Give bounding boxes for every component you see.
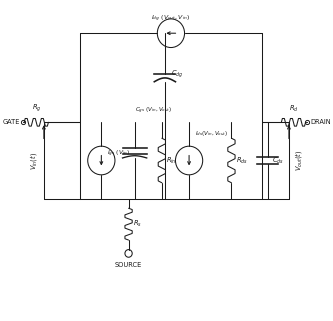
Text: GATE: GATE xyxy=(2,119,20,125)
Text: $C_{gs}\ (V_{in}, V_{out})$: $C_{gs}\ (V_{in}, V_{out})$ xyxy=(135,106,172,116)
Text: $I_{dg}\ (V_{out}, V_{in})$: $I_{dg}\ (V_{out}, V_{in})$ xyxy=(152,13,190,24)
Text: $R_s$: $R_s$ xyxy=(133,219,142,229)
Text: $C_{dg}$: $C_{dg}$ xyxy=(171,69,183,80)
Text: $C_{ds}$: $C_{ds}$ xyxy=(272,155,284,166)
Text: $I_{ds}(V_{in}, V_{out})$: $I_{ds}(V_{in}, V_{out})$ xyxy=(195,129,228,138)
Text: DRAIN: DRAIN xyxy=(310,119,331,125)
Text: SOURCE: SOURCE xyxy=(115,262,142,268)
Text: $R_d$: $R_d$ xyxy=(289,104,298,114)
Text: $I_{gs}\ (V_{in})$: $I_{gs}\ (V_{in})$ xyxy=(107,149,130,159)
Text: $V_{out}(t)$: $V_{out}(t)$ xyxy=(293,150,304,171)
Text: $R_{in}$: $R_{in}$ xyxy=(166,155,177,166)
Text: $V_{in}(t)$: $V_{in}(t)$ xyxy=(28,152,39,169)
Text: $R_g$: $R_g$ xyxy=(32,103,41,114)
Text: $R_{ds}$: $R_{ds}$ xyxy=(236,155,248,166)
